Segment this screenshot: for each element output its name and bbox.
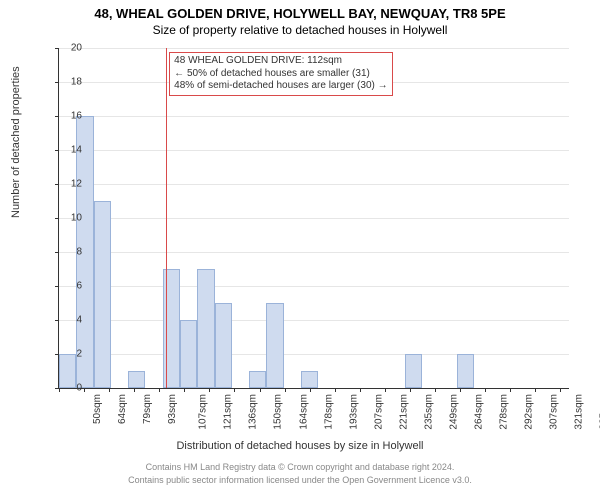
annotation-line: 48 WHEAL GOLDEN DRIVE: 112sqm: [174, 55, 387, 68]
xtick-label: 107sqm: [198, 394, 209, 430]
ytick-label: 6: [52, 281, 82, 292]
xtick-label: 235sqm: [423, 394, 434, 430]
xtick-mark: [84, 388, 85, 392]
ytick-label: 0: [52, 383, 82, 394]
xtick-mark: [485, 388, 486, 392]
xtick-mark: [234, 388, 235, 392]
xtick-label: 50sqm: [92, 394, 103, 424]
annotation-line: ← 50% of detached houses are smaller (31…: [174, 68, 387, 81]
xtick-mark: [134, 388, 135, 392]
gridline: [59, 252, 569, 253]
histogram-bar: [215, 303, 232, 388]
footer-line-1: Contains HM Land Registry data © Crown c…: [0, 462, 600, 472]
xtick-mark: [560, 388, 561, 392]
xtick-mark: [260, 388, 261, 392]
xtick-mark: [109, 388, 110, 392]
histogram-bar: [405, 354, 422, 388]
histogram-bar: [180, 320, 197, 388]
xtick-label: 264sqm: [474, 394, 485, 430]
y-axis-label: Number of detached properties: [10, 66, 22, 218]
histogram-bar: [457, 354, 474, 388]
xtick-label: 178sqm: [323, 394, 334, 430]
xtick-mark: [159, 388, 160, 392]
ytick-label: 14: [52, 145, 82, 156]
xtick-mark: [285, 388, 286, 392]
annotation-box: 48 WHEAL GOLDEN DRIVE: 112sqm← 50% of de…: [169, 52, 392, 96]
xtick-label: 207sqm: [373, 394, 384, 430]
xtick-label: 221sqm: [398, 394, 409, 430]
ytick-label: 2: [52, 349, 82, 360]
xtick-label: 93sqm: [167, 394, 178, 424]
ytick-label: 18: [52, 77, 82, 88]
xtick-mark: [360, 388, 361, 392]
ytick-label: 4: [52, 315, 82, 326]
xtick-label: 150sqm: [273, 394, 284, 430]
histogram-bar: [301, 371, 318, 388]
plot-region: 50sqm64sqm79sqm93sqm107sqm121sqm136sqm15…: [58, 48, 569, 389]
gridline: [59, 354, 569, 355]
gridline: [59, 48, 569, 49]
chart-area: 50sqm64sqm79sqm93sqm107sqm121sqm136sqm15…: [58, 48, 568, 388]
title-main: 48, WHEAL GOLDEN DRIVE, HOLYWELL BAY, NE…: [0, 0, 600, 21]
title-sub: Size of property relative to detached ho…: [0, 21, 600, 37]
x-axis-label: Distribution of detached houses by size …: [0, 440, 600, 452]
xtick-mark: [435, 388, 436, 392]
xtick-mark: [209, 388, 210, 392]
xtick-mark: [310, 388, 311, 392]
histogram-bar: [128, 371, 145, 388]
xtick-label: 307sqm: [549, 394, 560, 430]
gridline: [59, 150, 569, 151]
footer-line-2: Contains public sector information licen…: [0, 475, 600, 485]
gridline: [59, 218, 569, 219]
xtick-mark: [510, 388, 511, 392]
xtick-label: 164sqm: [298, 394, 309, 430]
histogram-bar: [94, 201, 111, 388]
xtick-label: 64sqm: [117, 394, 128, 424]
ytick-label: 12: [52, 179, 82, 190]
xtick-label: 278sqm: [499, 394, 510, 430]
xtick-label: 193sqm: [348, 394, 359, 430]
xtick-label: 136sqm: [248, 394, 259, 430]
gridline: [59, 320, 569, 321]
xtick-label: 79sqm: [142, 394, 153, 424]
histogram-bar: [266, 303, 283, 388]
gridline: [59, 286, 569, 287]
reference-line: [166, 48, 167, 388]
xtick-mark: [535, 388, 536, 392]
xtick-mark: [184, 388, 185, 392]
xtick-mark: [335, 388, 336, 392]
xtick-mark: [460, 388, 461, 392]
histogram-bar: [249, 371, 266, 388]
xtick-mark: [385, 388, 386, 392]
ytick-label: 8: [52, 247, 82, 258]
ytick-label: 10: [52, 213, 82, 224]
xtick-mark: [410, 388, 411, 392]
chart-container: 48, WHEAL GOLDEN DRIVE, HOLYWELL BAY, NE…: [0, 0, 600, 500]
xtick-label: 292sqm: [524, 394, 535, 430]
gridline: [59, 184, 569, 185]
xtick-label: 321sqm: [574, 394, 585, 430]
histogram-bar: [197, 269, 214, 388]
xtick-label: 249sqm: [449, 394, 460, 430]
ytick-label: 20: [52, 43, 82, 54]
gridline: [59, 116, 569, 117]
ytick-label: 16: [52, 111, 82, 122]
xtick-label: 121sqm: [223, 394, 234, 430]
annotation-line: 48% of semi-detached houses are larger (…: [174, 80, 387, 93]
